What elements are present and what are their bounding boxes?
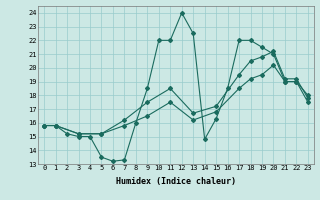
X-axis label: Humidex (Indice chaleur): Humidex (Indice chaleur) xyxy=(116,177,236,186)
